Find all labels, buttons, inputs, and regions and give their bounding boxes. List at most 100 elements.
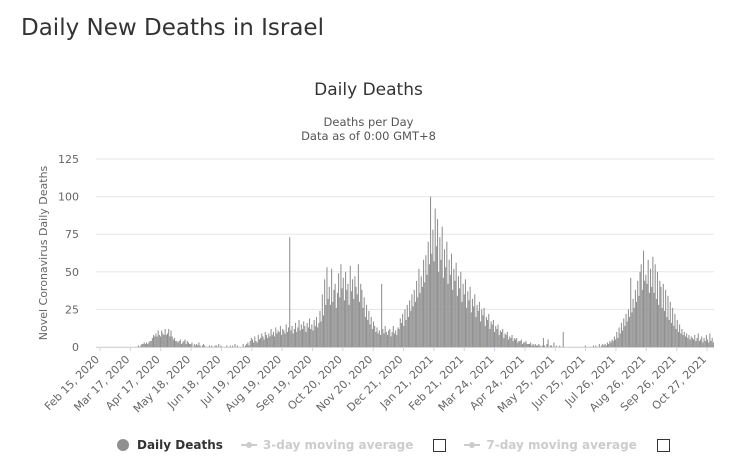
bar bbox=[258, 339, 260, 347]
bar bbox=[191, 342, 193, 347]
bar bbox=[631, 312, 633, 347]
bar bbox=[526, 343, 528, 347]
bar bbox=[461, 301, 463, 347]
bar bbox=[446, 241, 448, 347]
bar bbox=[524, 342, 526, 347]
bar bbox=[143, 342, 145, 347]
bar bbox=[546, 343, 548, 347]
legend-item-3-day-average[interactable]: 3-day moving average bbox=[240, 438, 447, 452]
bar bbox=[368, 310, 370, 347]
bar bbox=[419, 292, 421, 347]
bar bbox=[321, 294, 323, 347]
bar bbox=[605, 345, 607, 347]
bar bbox=[710, 340, 712, 347]
bar bbox=[453, 268, 455, 347]
bar bbox=[281, 334, 283, 347]
bar bbox=[672, 307, 674, 347]
bar bbox=[514, 339, 517, 347]
checkbox-7-day-average[interactable] bbox=[656, 438, 670, 452]
bar bbox=[341, 288, 343, 347]
bar bbox=[478, 301, 480, 347]
legend-label: 7-day moving average bbox=[486, 438, 637, 452]
bar bbox=[249, 340, 251, 347]
bar bbox=[708, 342, 710, 347]
bar bbox=[290, 330, 292, 347]
bar bbox=[198, 342, 200, 347]
bar bbox=[651, 286, 653, 347]
bar bbox=[263, 339, 265, 347]
bar bbox=[364, 316, 366, 347]
bar bbox=[185, 343, 187, 347]
bar bbox=[407, 316, 409, 347]
bar bbox=[154, 336, 156, 347]
bar bbox=[497, 324, 499, 347]
bar bbox=[539, 345, 541, 347]
bar bbox=[525, 340, 527, 347]
bar bbox=[338, 273, 340, 347]
bar bbox=[324, 279, 326, 347]
bar bbox=[211, 345, 213, 347]
bar bbox=[275, 327, 277, 347]
bar bbox=[310, 328, 312, 347]
bar bbox=[163, 334, 165, 347]
bar bbox=[148, 342, 150, 347]
bar bbox=[375, 331, 377, 347]
bar bbox=[683, 331, 685, 347]
bar bbox=[616, 331, 618, 347]
bar bbox=[645, 274, 647, 347]
bar bbox=[471, 298, 473, 347]
bar bbox=[150, 340, 152, 347]
bar bbox=[308, 318, 311, 347]
bar bbox=[452, 289, 454, 347]
bar bbox=[288, 327, 290, 347]
bar bbox=[643, 250, 645, 347]
bar bbox=[638, 295, 640, 347]
bar bbox=[291, 325, 293, 347]
bar bbox=[492, 319, 494, 347]
legend-item-7-day-average[interactable]: 7-day moving average bbox=[464, 438, 670, 452]
bar bbox=[489, 328, 491, 347]
bar bbox=[662, 283, 664, 347]
bar bbox=[440, 259, 442, 347]
bar bbox=[696, 337, 698, 347]
bar bbox=[326, 267, 328, 347]
bar bbox=[467, 291, 469, 347]
bar bbox=[189, 343, 191, 347]
bar bbox=[201, 345, 203, 347]
bar bbox=[346, 289, 348, 347]
bar bbox=[477, 310, 479, 347]
bar bbox=[177, 342, 179, 347]
bar bbox=[482, 315, 484, 347]
bar bbox=[359, 301, 361, 347]
bar bbox=[272, 331, 274, 347]
bar bbox=[624, 325, 626, 347]
bar bbox=[496, 328, 498, 347]
bar bbox=[328, 286, 330, 347]
bar bbox=[691, 337, 693, 347]
legend-item-daily-deaths[interactable]: Daily Deaths bbox=[117, 438, 223, 452]
checkbox-3-day-average[interactable] bbox=[433, 438, 447, 452]
bar bbox=[403, 325, 405, 347]
bar bbox=[157, 330, 159, 347]
bar bbox=[208, 345, 210, 347]
bar bbox=[286, 331, 288, 347]
bar bbox=[648, 292, 650, 347]
bar bbox=[361, 289, 363, 347]
bar bbox=[480, 321, 482, 347]
bar bbox=[519, 340, 521, 347]
bar bbox=[171, 336, 173, 347]
bar bbox=[483, 307, 485, 347]
bar bbox=[215, 345, 217, 347]
bar bbox=[293, 328, 295, 347]
bar bbox=[333, 289, 335, 347]
bar bbox=[417, 297, 419, 347]
bar bbox=[707, 339, 709, 347]
bar bbox=[475, 316, 477, 347]
bar bbox=[355, 286, 357, 347]
y-tick-label: 25 bbox=[65, 303, 79, 316]
bar bbox=[661, 307, 663, 347]
bar bbox=[433, 261, 435, 347]
bar bbox=[339, 297, 341, 347]
bar bbox=[285, 324, 287, 347]
bar bbox=[435, 246, 437, 347]
